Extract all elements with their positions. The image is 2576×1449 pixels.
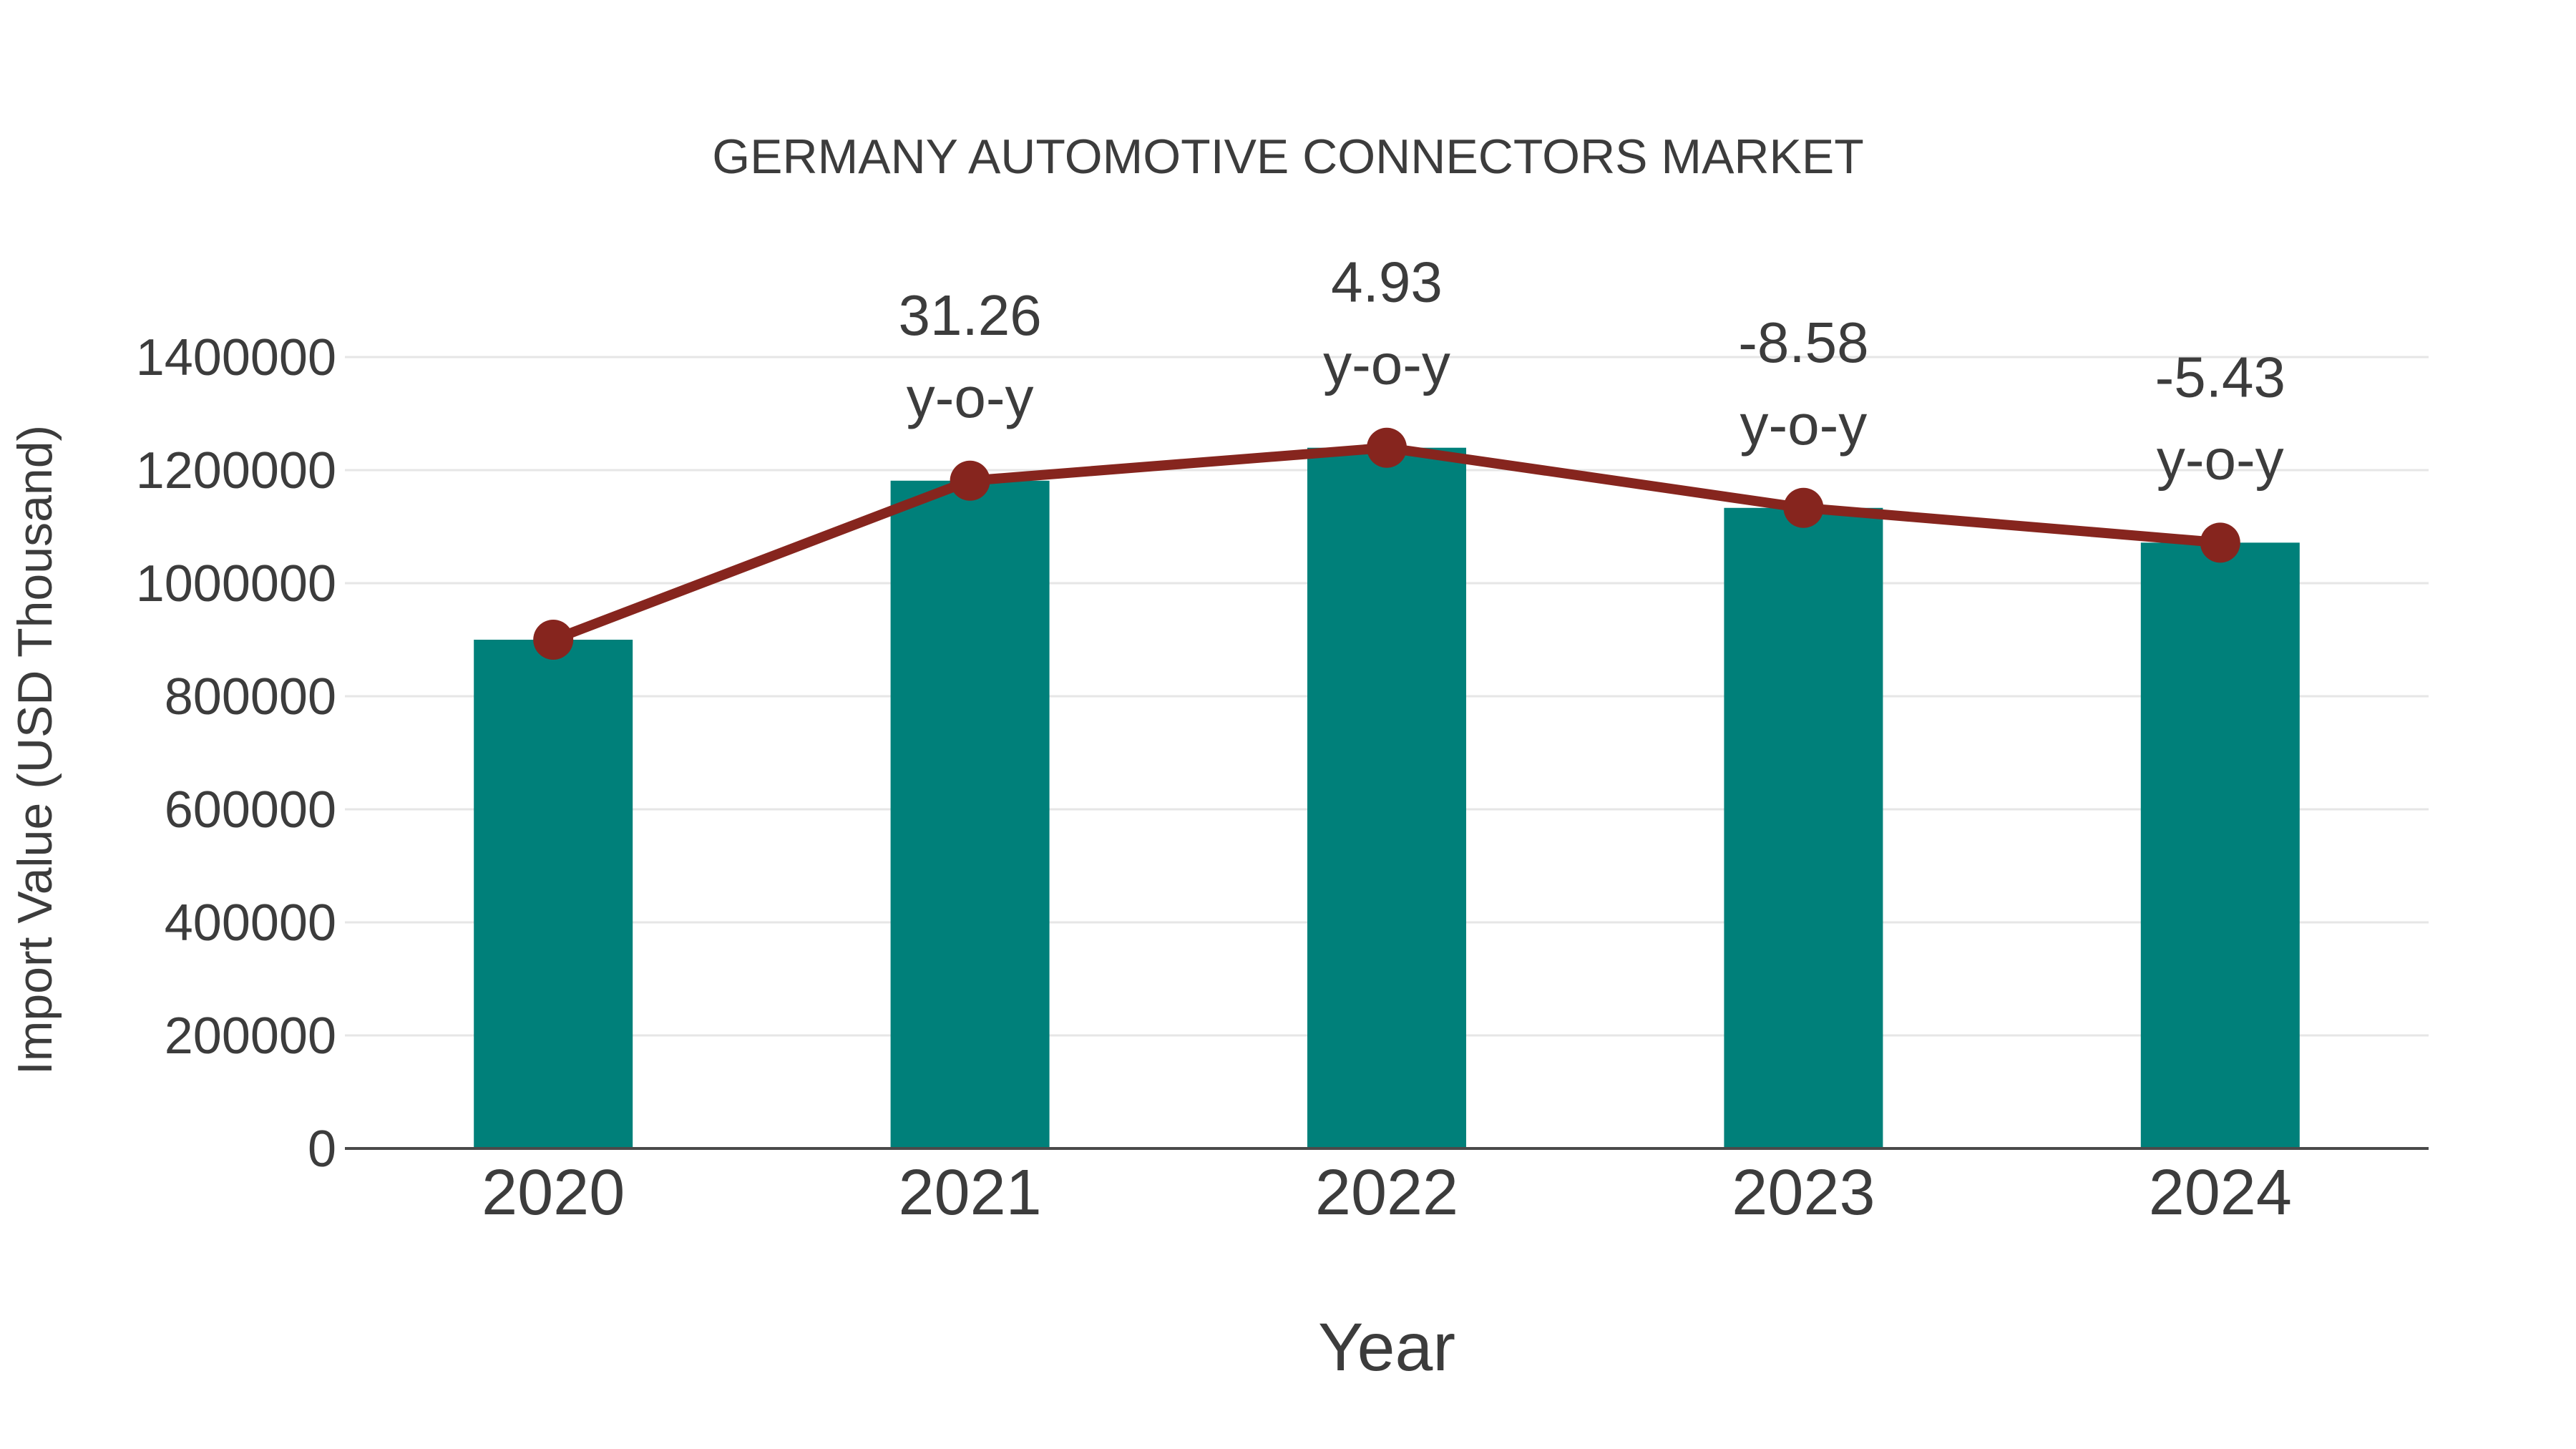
x-tick-label-2024: 2024 [2149,1157,2292,1229]
y-axis-title: Import Value (USD Thousand) [8,425,62,1075]
bar-2020 [474,640,633,1148]
y-tick-label: 600000 [165,781,336,839]
bar-2021 [890,480,1050,1148]
x-tick-label-2022: 2022 [1315,1157,1458,1229]
marker-2024 [2200,522,2240,563]
y-tick-label: 200000 [165,1008,336,1065]
annotation-2021-label: y-o-y [907,366,1034,429]
y-tick-label: 1400000 [136,329,336,386]
x-tick-label-2021: 2021 [898,1157,1041,1229]
annotation-2023-label: y-o-y [1740,393,1868,457]
marker-2023 [1783,487,1824,528]
x-axis-title: Year [1318,1309,1455,1385]
annotation-2022-label: y-o-y [1323,333,1450,396]
y-tick-label: 400000 [165,894,336,952]
y-tick-label: 1200000 [136,442,336,499]
x-tick-label-2020: 2020 [482,1157,625,1229]
annotation-2023-value: -8.58 [1738,311,1868,374]
y-tick-label: 1000000 [136,555,336,613]
marker-2021 [950,460,990,501]
annotation-2024-label: y-o-y [2157,427,2284,491]
marker-2022 [1367,427,1407,468]
bars [474,447,2300,1148]
y-tick-label: 0 [308,1121,336,1178]
bar-2024 [2140,542,2300,1148]
y-tick-label: 800000 [165,668,336,726]
x-tick-label-2023: 2023 [1732,1157,1875,1229]
annotation-2024-value: -5.43 [2155,345,2285,409]
y-tick-labels: 0 200000 400000 600000 800000 1000000 1200000 1… [136,329,336,1178]
chart-title: GERMANY AUTOMOTIVE CONNECTORS MARKET [712,130,1864,184]
marker-2020 [533,620,574,660]
annotations: 31.26 y-o-y 4.93 y-o-y -8.58 y-o-y -5.43 y-o-y [898,250,2285,492]
bar-2022 [1307,447,1466,1148]
x-tick-labels: 2020 2021 2022 2023 2024 [482,1157,2292,1229]
trend-line-layer [533,427,2240,660]
annotation-2022-value: 4.93 [1331,250,1443,314]
bar-2023 [1724,507,1883,1148]
annotation-2021-value: 31.26 [898,283,1041,347]
